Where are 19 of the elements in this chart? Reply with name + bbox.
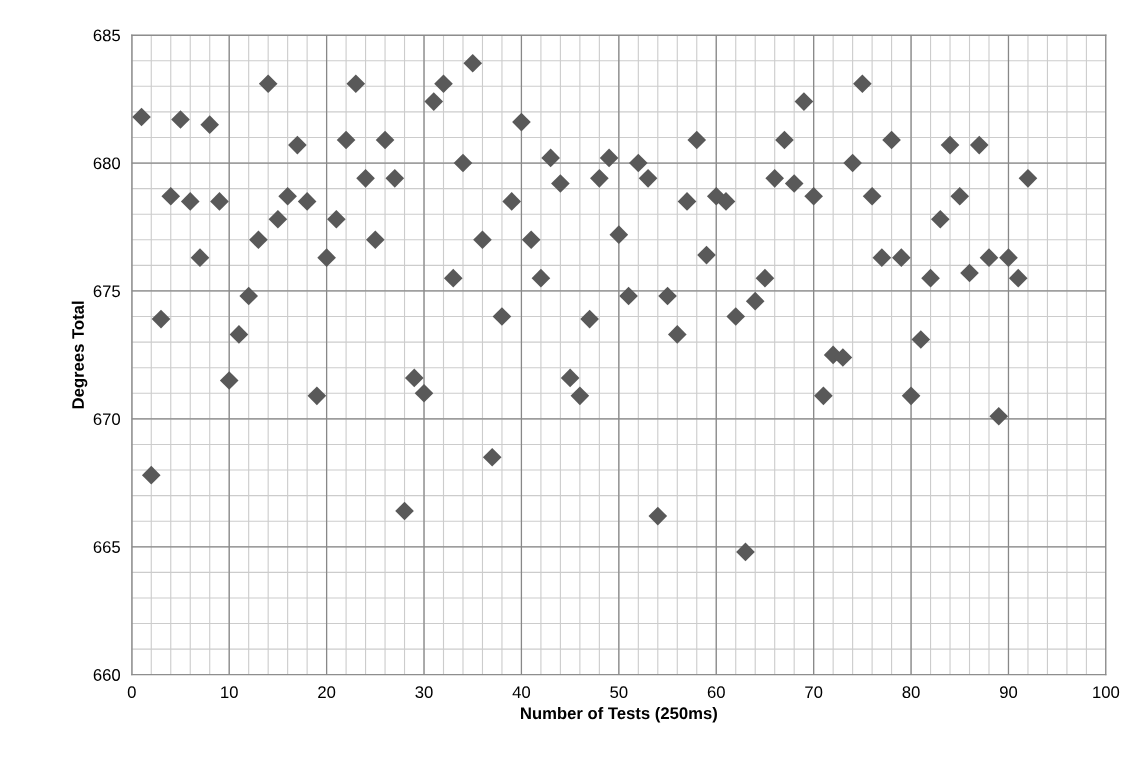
x-tick-label: 30 bbox=[415, 686, 433, 699]
x-tick-label: 40 bbox=[512, 686, 531, 699]
y-tick-label: 675 bbox=[93, 285, 120, 298]
y-tick-label: 670 bbox=[93, 413, 121, 426]
y-tick-label: 685 bbox=[93, 29, 120, 42]
x-tick-label: 90 bbox=[999, 686, 1018, 699]
x-axis-title: Number of Tests (250ms) bbox=[521, 706, 717, 723]
x-tick-label: 80 bbox=[902, 686, 920, 699]
y-axis-title: Degrees Total bbox=[71, 301, 88, 409]
x-tick-label: 70 bbox=[805, 686, 823, 699]
x-tick-label: 0 bbox=[127, 686, 136, 699]
x-tick-label: 100 bbox=[1093, 686, 1120, 699]
x-tick-label: 20 bbox=[318, 686, 336, 699]
y-tick-label: 665 bbox=[93, 541, 120, 553]
y-tick-label: 660 bbox=[93, 669, 121, 681]
y-tick-label: 680 bbox=[93, 157, 121, 170]
x-tick-label: 50 bbox=[610, 686, 628, 699]
x-tick-label: 60 bbox=[707, 686, 725, 699]
x-tick-label: 10 bbox=[221, 686, 238, 699]
